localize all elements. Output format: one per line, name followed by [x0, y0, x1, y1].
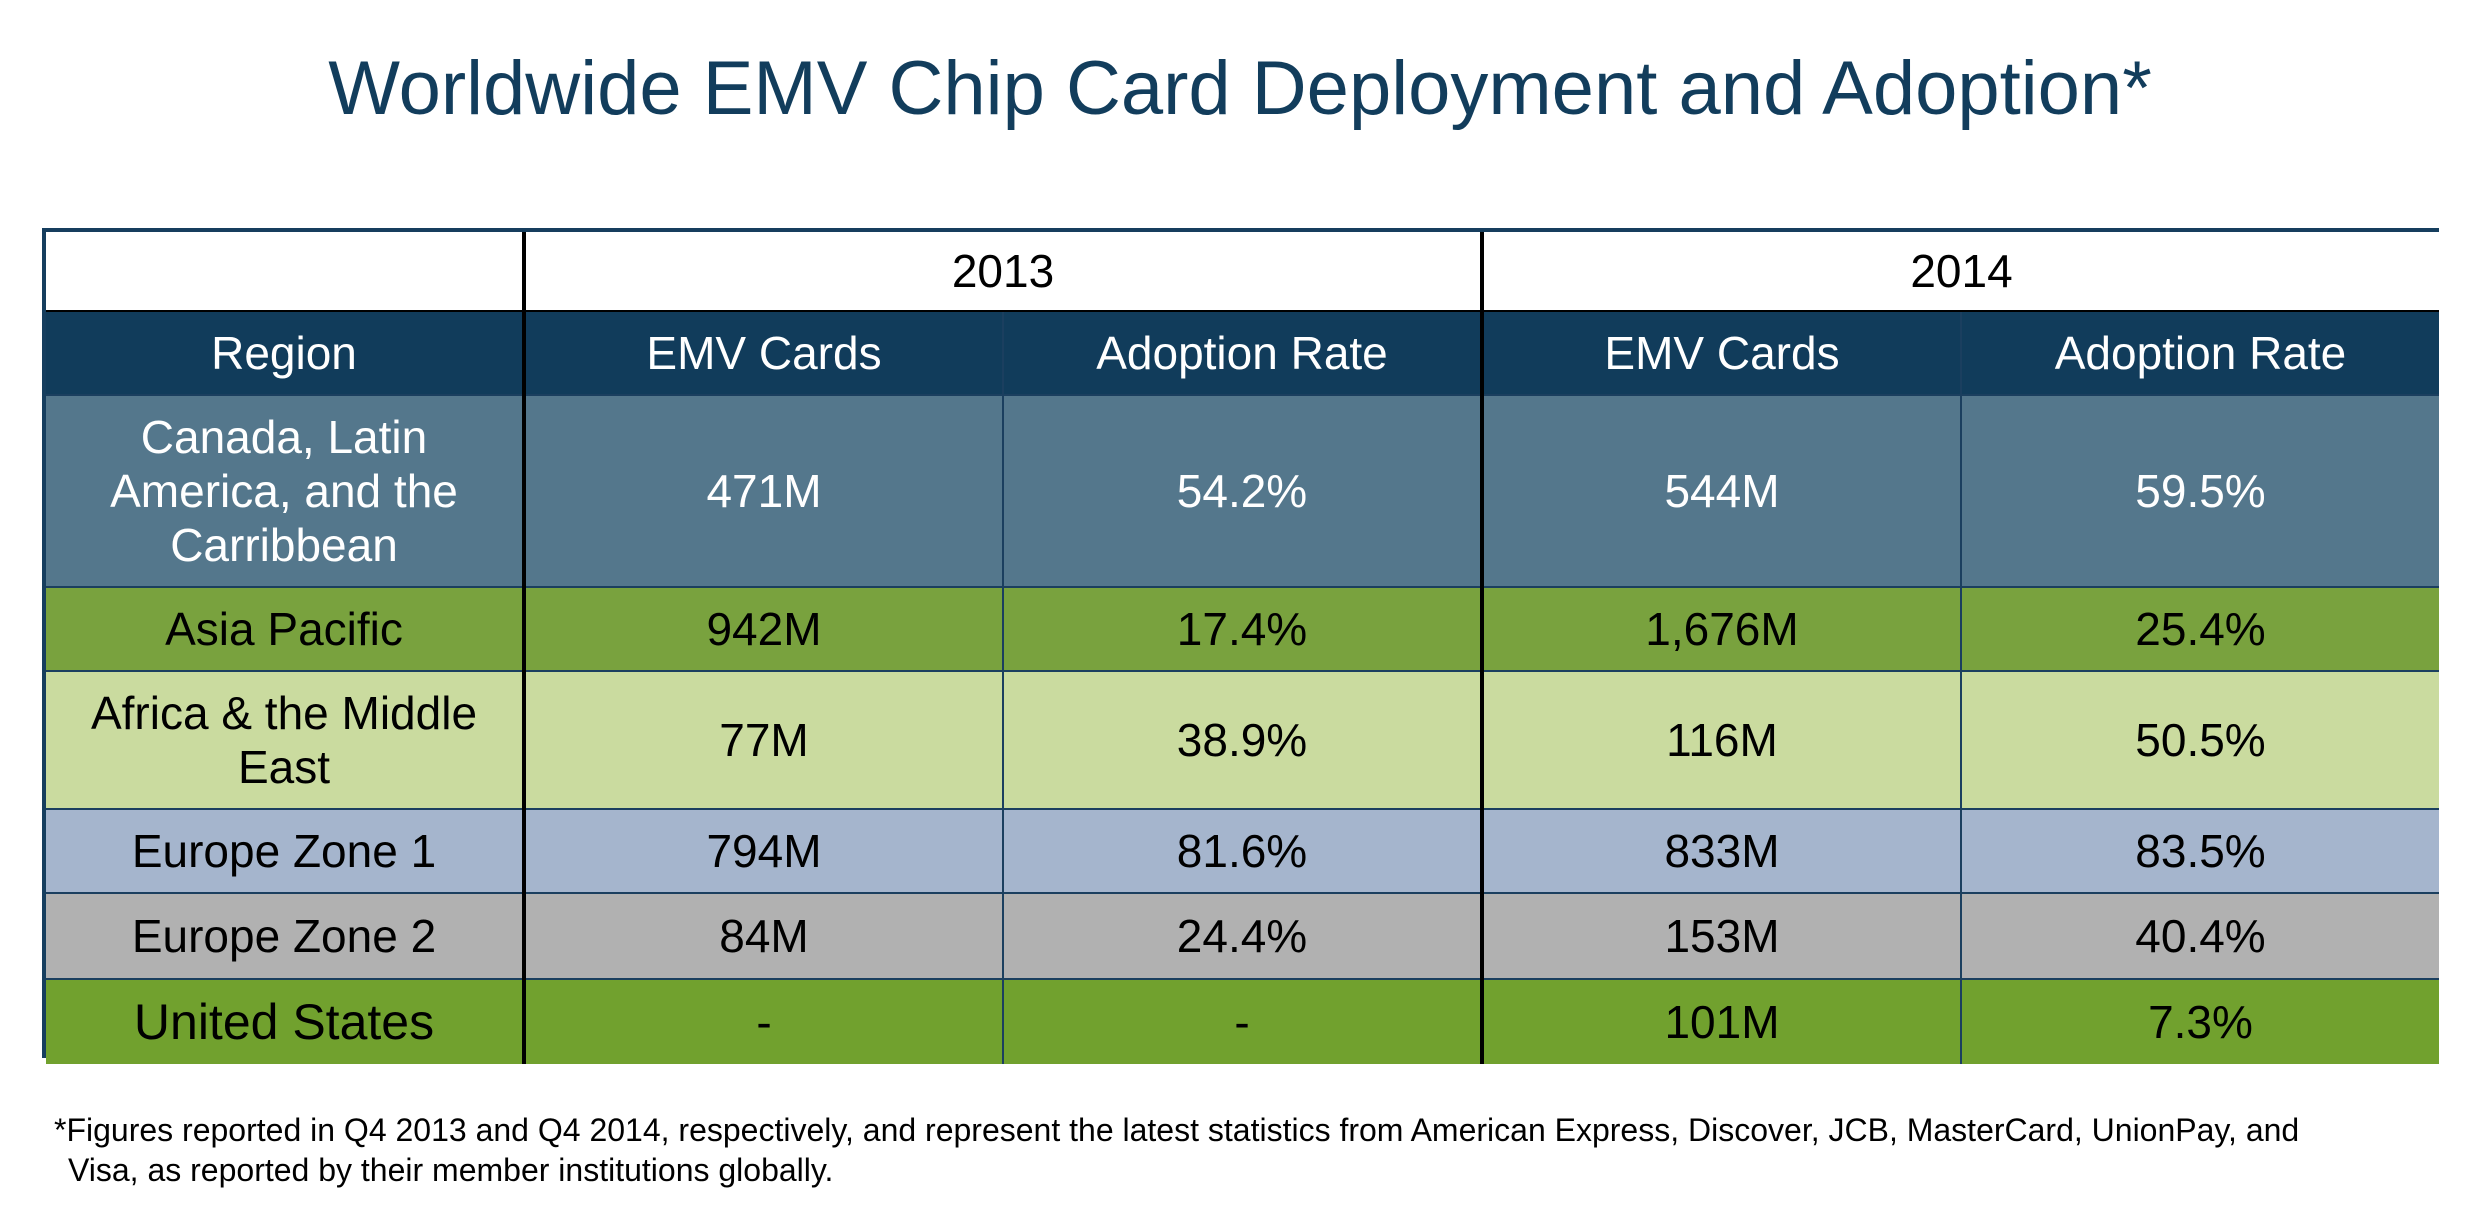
adoption-rate-2013-cell: - — [1002, 978, 1484, 1064]
adoption-rate-2014-cell: 40.4% — [1960, 892, 2439, 980]
region-cell: Canada, Latin America, and the Carribbea… — [46, 394, 526, 588]
column-header-emv-cards-2014: EMV Cards — [1481, 310, 1962, 396]
region-cell: Europe Zone 1 — [46, 808, 526, 894]
emv-cards-2013-cell: 77M — [523, 670, 1004, 810]
emv-table: 2013 2014 Region EMV Cards Adoption Rate… — [46, 232, 2439, 1064]
footnote-line-1: *Figures reported in Q4 2013 and Q4 2014… — [54, 1112, 2300, 1148]
table-row: Africa & the Middle East 77M 38.9% 116M … — [46, 670, 2439, 810]
adoption-rate-2013-cell: 54.2% — [1002, 394, 1484, 588]
column-header-emv-cards-2013: EMV Cards — [523, 310, 1004, 396]
emv-cards-2013-cell: 942M — [523, 586, 1004, 672]
emv-table-container: 2013 2014 Region EMV Cards Adoption Rate… — [42, 228, 2439, 1064]
column-header-adoption-rate-2013: Adoption Rate — [1002, 310, 1484, 396]
year-header-row: 2013 2014 — [46, 232, 2439, 312]
emv-cards-2013-cell: 471M — [523, 394, 1004, 588]
emv-cards-2014-cell: 1,676M — [1481, 586, 1962, 672]
column-header-region: Region — [46, 310, 526, 396]
footnote: *Figures reported in Q4 2013 and Q4 2014… — [54, 1110, 2434, 1190]
emv-cards-2014-cell: 544M — [1481, 394, 1962, 588]
table-row: Europe Zone 1 794M 81.6% 833M 83.5% — [46, 808, 2439, 894]
emv-cards-2014-cell: 116M — [1481, 670, 1962, 810]
region-cell: Europe Zone 2 — [46, 892, 526, 980]
adoption-rate-2013-cell: 38.9% — [1002, 670, 1484, 810]
column-header-row: Region EMV Cards Adoption Rate EMV Cards… — [46, 310, 2439, 396]
footnote-line-2: Visa, as reported by their member instit… — [68, 1152, 834, 1188]
region-cell: Asia Pacific — [46, 586, 526, 672]
adoption-rate-2013-cell: 81.6% — [1002, 808, 1484, 894]
emv-cards-2014-cell: 153M — [1481, 892, 1962, 980]
adoption-rate-2014-cell: 83.5% — [1960, 808, 2439, 894]
adoption-rate-2014-cell: 7.3% — [1960, 978, 2439, 1064]
year-header-2013: 2013 — [523, 232, 1484, 312]
region-cell: United States — [46, 978, 526, 1064]
year-header-blank — [46, 232, 526, 312]
adoption-rate-2013-cell: 24.4% — [1002, 892, 1484, 980]
emv-cards-2013-cell: 84M — [523, 892, 1004, 980]
table-row: Canada, Latin America, and the Carribbea… — [46, 394, 2439, 588]
page-title: Worldwide EMV Chip Card Deployment and A… — [328, 46, 2152, 131]
emv-cards-2013-cell: 794M — [523, 808, 1004, 894]
adoption-rate-2014-cell: 50.5% — [1960, 670, 2439, 810]
table-row: Europe Zone 2 84M 24.4% 153M 40.4% — [46, 892, 2439, 980]
table-row: United States - - 101M 7.3% — [46, 978, 2439, 1064]
column-header-adoption-rate-2014: Adoption Rate — [1960, 310, 2439, 396]
region-cell: Africa & the Middle East — [46, 670, 526, 810]
table-row: Asia Pacific 942M 17.4% 1,676M 25.4% — [46, 586, 2439, 672]
adoption-rate-2014-cell: 25.4% — [1960, 586, 2439, 672]
emv-cards-2013-cell: - — [523, 978, 1004, 1064]
adoption-rate-2013-cell: 17.4% — [1002, 586, 1484, 672]
emv-cards-2014-cell: 833M — [1481, 808, 1962, 894]
adoption-rate-2014-cell: 59.5% — [1960, 394, 2439, 588]
emv-cards-2014-cell: 101M — [1481, 978, 1962, 1064]
year-header-2014: 2014 — [1481, 232, 2439, 312]
